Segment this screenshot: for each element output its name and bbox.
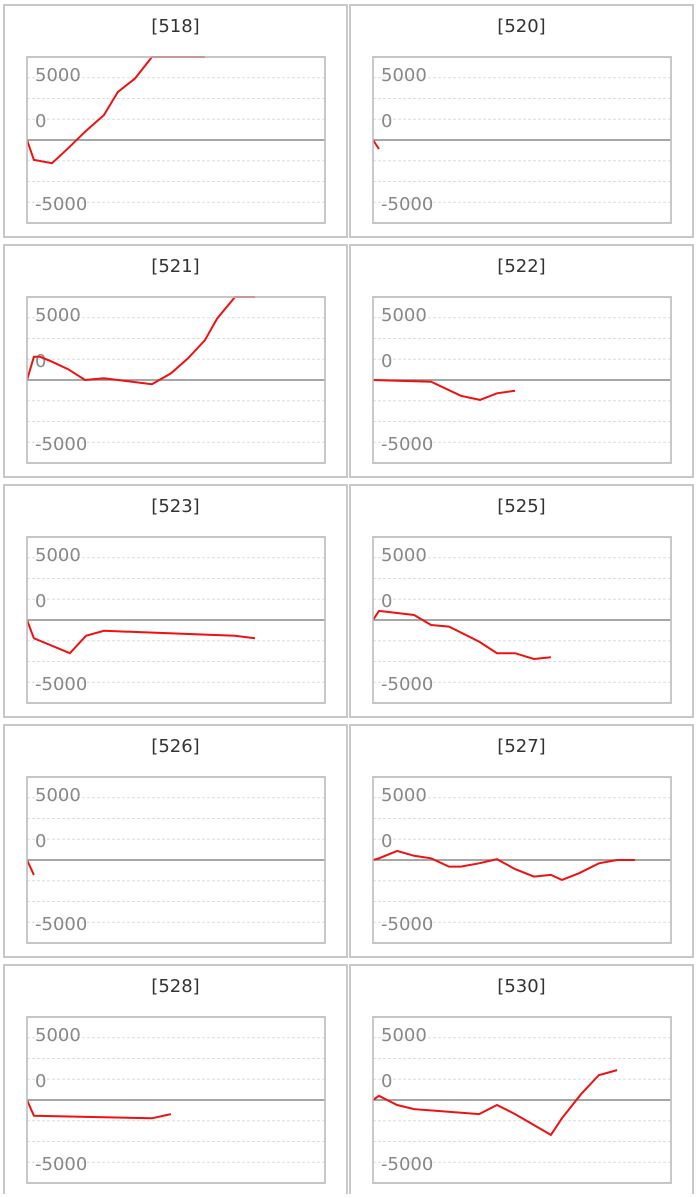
- chart-title: [521]: [151, 256, 199, 277]
- chart-panel: [518] 5000 0 -5000: [3, 4, 348, 238]
- plot-border: [26, 56, 326, 224]
- chart-title: [526]: [151, 736, 199, 757]
- chart-title: [528]: [151, 976, 199, 997]
- y-tick-label: 0: [381, 1071, 392, 1092]
- chart-panel: [528] 5000 0 -5000: [3, 964, 348, 1198]
- chart-panel: [523] 5000 0 -5000: [3, 484, 348, 718]
- y-tick-label: 5000: [381, 65, 427, 86]
- y-tick-label: -5000: [35, 1154, 87, 1175]
- data-line: [373, 379, 516, 401]
- y-tick-label: 5000: [35, 305, 81, 326]
- plot-border: [372, 1016, 672, 1184]
- panel-border: [3, 4, 348, 238]
- plot-border: [372, 536, 672, 704]
- panel-border: [349, 724, 694, 958]
- y-tick-label: 0: [35, 591, 46, 612]
- chart-title: [530]: [497, 976, 545, 997]
- data-line: [27, 859, 35, 876]
- data-line: [373, 1069, 618, 1137]
- plot-border: [26, 1016, 326, 1184]
- plot-border: [372, 296, 672, 464]
- y-tick-label: 5000: [35, 545, 81, 566]
- y-tick-label: 5000: [35, 65, 81, 86]
- chart-panel: [525] 5000 0 -5000: [349, 484, 694, 718]
- data-line: [373, 609, 551, 661]
- plot-border: [372, 56, 672, 224]
- panel-border: [3, 484, 348, 718]
- data-line: [27, 619, 256, 655]
- y-tick-label: -5000: [35, 674, 87, 695]
- panel-border: [349, 964, 694, 1198]
- y-tick-label: 5000: [381, 305, 427, 326]
- plot-border: [26, 776, 326, 944]
- chart-title: [520]: [497, 16, 545, 37]
- plot-border: [26, 536, 326, 704]
- chart-title: [518]: [151, 16, 199, 37]
- y-tick-label: 0: [35, 831, 46, 852]
- panel-border: [349, 484, 694, 718]
- plot-border: [26, 296, 326, 464]
- y-tick-label: 0: [381, 591, 392, 612]
- panel-border: [3, 724, 348, 958]
- y-tick-label: -5000: [381, 914, 433, 935]
- y-tick-label: 0: [35, 351, 46, 372]
- chart-title: [523]: [151, 496, 199, 517]
- chart-panel: [520] 5000 0 -5000: [349, 4, 694, 238]
- chart-panel: [522] 5000 0 -5000: [349, 244, 694, 478]
- y-tick-label: 0: [381, 351, 392, 372]
- y-tick-label: 0: [35, 111, 46, 132]
- y-tick-label: -5000: [35, 434, 87, 455]
- chart-panel: [530] 5000 0 -5000: [349, 964, 694, 1198]
- chart-panel: [527] 5000 0 -5000: [349, 724, 694, 958]
- chart-title: [525]: [497, 496, 545, 517]
- y-tick-label: -5000: [381, 674, 433, 695]
- data-line: [373, 849, 635, 881]
- panel-border: [3, 964, 348, 1198]
- y-tick-label: 5000: [381, 1025, 427, 1046]
- chart-panel: [526] 5000 0 -5000: [3, 724, 348, 958]
- data-line: [27, 56, 205, 165]
- y-tick-label: -5000: [381, 1154, 433, 1175]
- panel-border: [3, 244, 348, 478]
- y-tick-label: -5000: [381, 194, 433, 215]
- y-tick-label: 0: [35, 1071, 46, 1092]
- y-tick-label: -5000: [35, 194, 87, 215]
- y-tick-label: 5000: [381, 545, 427, 566]
- y-tick-label: 5000: [35, 1025, 81, 1046]
- y-tick-label: 0: [381, 831, 392, 852]
- y-tick-label: 5000: [35, 785, 81, 806]
- chart-panel: [521] 5000 0 -5000: [3, 244, 348, 478]
- chart-title: [527]: [497, 736, 545, 757]
- y-tick-label: -5000: [35, 914, 87, 935]
- y-tick-label: -5000: [381, 434, 433, 455]
- panel-border: [349, 4, 694, 238]
- plot-border: [372, 776, 672, 944]
- data-line: [27, 296, 255, 386]
- panel-border: [349, 244, 694, 478]
- y-tick-label: 5000: [381, 785, 427, 806]
- data-line: [27, 1099, 172, 1120]
- chart-title: [522]: [497, 256, 545, 277]
- y-tick-label: 0: [381, 111, 392, 132]
